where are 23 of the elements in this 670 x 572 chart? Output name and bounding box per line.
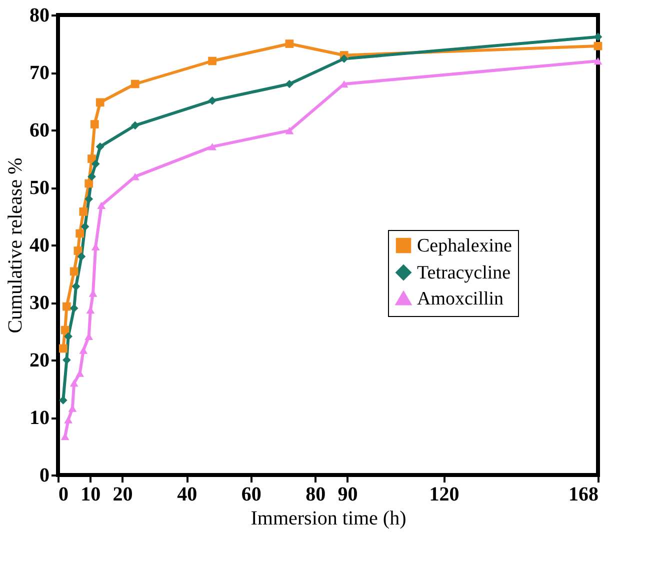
x-tick-label: 90 <box>338 484 358 506</box>
y-tick-label: 0 <box>40 464 50 486</box>
x-tick-label: 0 <box>58 484 68 506</box>
x-tick-label: 80 <box>306 484 326 506</box>
y-axis-title: Cumulative release % <box>4 158 26 334</box>
y-tick-label: 10 <box>30 407 50 429</box>
y-tick-label: 60 <box>30 120 50 142</box>
legend-label: Amoxcillin <box>417 288 504 310</box>
y-tick-label: 40 <box>30 234 50 256</box>
x-tick-label: 20 <box>112 484 133 506</box>
y-tick-label: 30 <box>30 292 50 314</box>
x-tick-label: 40 <box>177 484 198 506</box>
x-tick-label: 60 <box>241 484 262 506</box>
x-tick-label: 168 <box>568 484 598 506</box>
y-tick-label: 70 <box>30 62 50 84</box>
legend-label: Cephalexine <box>417 236 512 256</box>
y-tick-label: 20 <box>30 350 50 372</box>
y-tick-label: 50 <box>30 177 50 199</box>
x-axis-title: Immersion time (h) <box>250 508 406 530</box>
y-tick-label: 80 <box>30 4 50 26</box>
x-tick-label: 120 <box>429 484 460 506</box>
legend-label: Tetracycline <box>417 262 511 284</box>
x-tick-label: 10 <box>80 484 101 506</box>
